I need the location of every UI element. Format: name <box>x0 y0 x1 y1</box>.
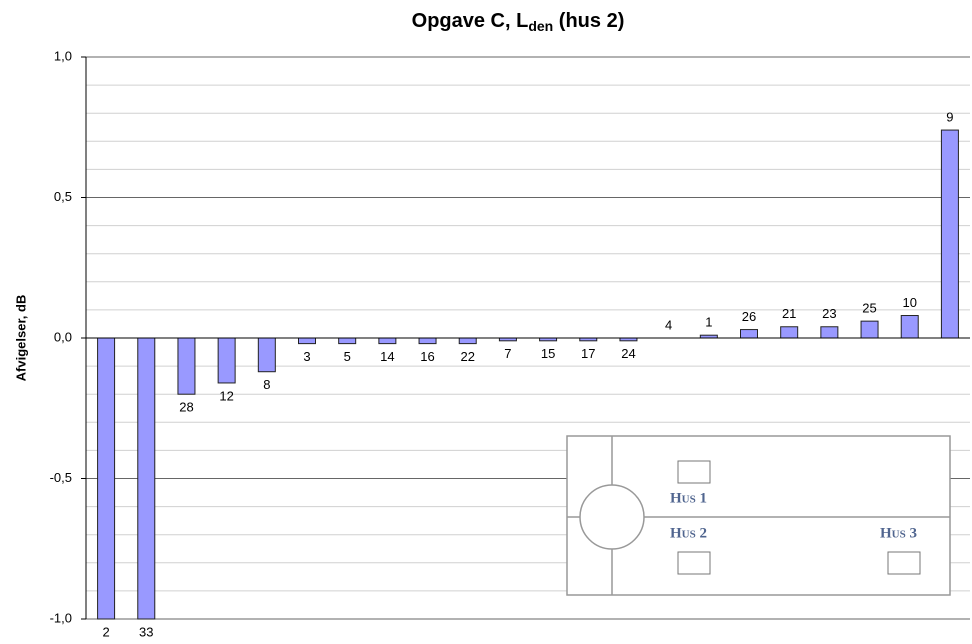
data-label: 14 <box>380 349 394 364</box>
y-tick-label: 0,0 <box>54 329 72 344</box>
bar <box>257 337 276 373</box>
bar <box>418 337 437 345</box>
data-label: 17 <box>581 346 595 361</box>
bar <box>940 129 959 339</box>
title-subscript: den <box>528 18 553 34</box>
data-label: 2 <box>102 624 109 639</box>
house-label: Hus 3 <box>880 525 917 541</box>
y-tick-label: -1,0 <box>50 610 72 625</box>
data-label: 8 <box>263 377 270 392</box>
data-label: 21 <box>782 306 796 321</box>
inset-diagram: Hus 1 Hus 2 Hus 3 <box>566 435 951 596</box>
bar <box>338 337 357 345</box>
house-label: Hus 1 <box>670 490 707 506</box>
data-label: 28 <box>179 400 193 415</box>
title-suffix: (hus 2) <box>553 10 624 32</box>
bar <box>780 326 799 339</box>
bar <box>900 315 919 339</box>
bar <box>860 320 879 339</box>
data-label: 24 <box>621 346 635 361</box>
bar <box>458 337 477 345</box>
roundabout <box>579 484 645 550</box>
data-label: 23 <box>822 306 836 321</box>
data-label: 10 <box>902 295 916 310</box>
bar <box>378 337 397 345</box>
house <box>887 551 921 575</box>
chart-title: Opgave C, Lden (hus 2) <box>412 10 625 33</box>
data-label: 3 <box>303 349 310 364</box>
y-tick-label: 0,5 <box>54 189 72 204</box>
data-label: 4 <box>665 317 672 332</box>
data-label: 7 <box>504 346 511 361</box>
bar <box>177 337 196 395</box>
y-tick-label: -0,5 <box>50 470 72 485</box>
data-label: 16 <box>420 349 434 364</box>
house-label: Hus 2 <box>670 525 707 541</box>
title-main: Opgave C, L <box>412 10 529 32</box>
data-label: 33 <box>139 624 153 639</box>
data-label: 22 <box>460 349 474 364</box>
y-tick-label: 1,0 <box>54 48 72 63</box>
house <box>677 460 711 484</box>
bar <box>820 326 839 339</box>
data-label: 15 <box>541 346 555 361</box>
data-label: 12 <box>219 388 233 403</box>
data-label: 26 <box>742 309 756 324</box>
data-label: 1 <box>705 315 712 330</box>
bar <box>137 337 156 620</box>
data-label: 9 <box>946 109 953 124</box>
bar <box>740 329 758 339</box>
bar <box>298 337 316 345</box>
bar <box>217 337 236 384</box>
data-label: 5 <box>344 349 351 364</box>
data-label: 25 <box>862 301 876 316</box>
house <box>677 551 711 575</box>
bar <box>97 337 116 620</box>
y-axis-label: Afvigelser, dB <box>13 295 28 382</box>
